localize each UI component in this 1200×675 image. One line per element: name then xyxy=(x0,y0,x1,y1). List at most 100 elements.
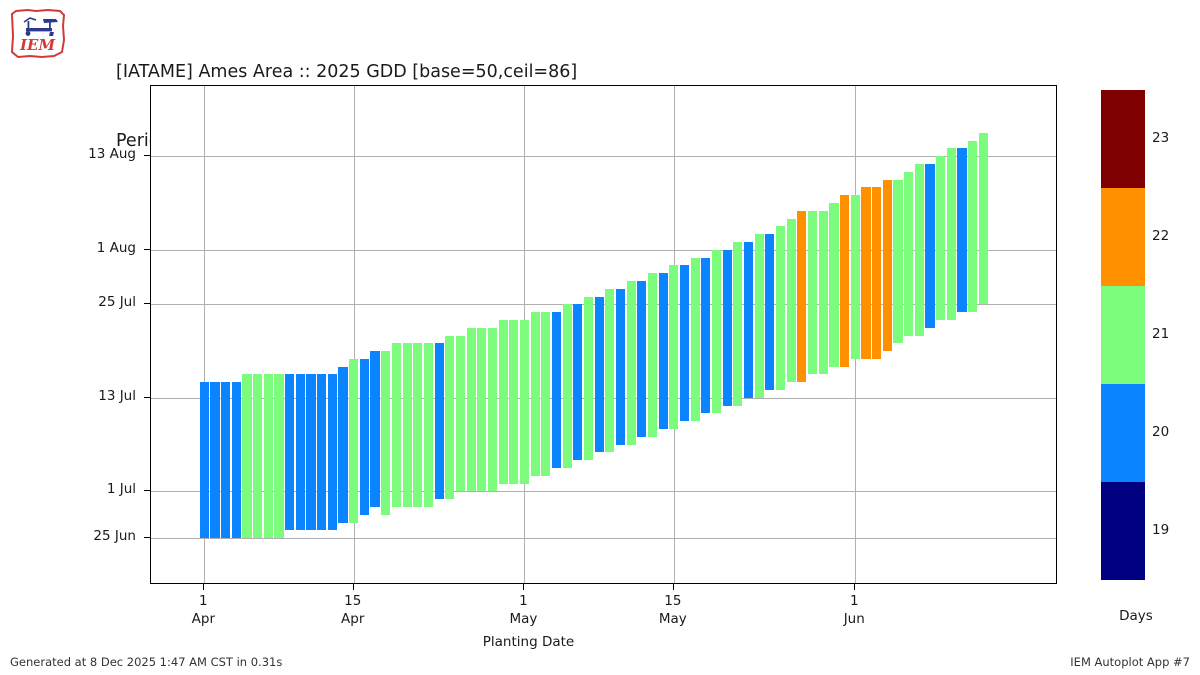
x-axis-tick-label: 1 Apr xyxy=(163,592,243,628)
bar xyxy=(968,140,978,313)
bar xyxy=(487,327,498,492)
x-axis-tick-mark xyxy=(523,584,525,590)
bar xyxy=(872,187,882,359)
bar xyxy=(893,179,903,344)
bar xyxy=(498,319,508,484)
bar xyxy=(701,257,711,414)
iem-iowa-logo-icon: IEM xyxy=(10,8,66,59)
bar xyxy=(850,195,860,359)
bar xyxy=(306,374,316,531)
x-axis-tick-mark xyxy=(854,584,856,590)
x-axis-tick-day: 1 xyxy=(519,593,528,609)
y-axis-tick-mark xyxy=(144,396,150,398)
y-axis-tick-label: 25 Jun xyxy=(93,528,136,545)
y-axis-tick-label: 13 Aug xyxy=(88,146,136,163)
bar xyxy=(957,148,967,313)
x-axis-tick-label: 15 May xyxy=(633,592,713,628)
bar xyxy=(402,343,412,508)
title-line-1: [IATAME] Ames Area :: 2025 GDD [base=50,… xyxy=(116,61,578,82)
bar xyxy=(466,327,476,492)
bar xyxy=(925,163,935,328)
y-axis-tick-label: 25 Jul xyxy=(98,294,136,311)
colorbar-title: Days xyxy=(1119,608,1153,624)
gridline-horizontal xyxy=(151,538,1056,540)
x-axis-tick-day: 15 xyxy=(664,593,682,609)
colorbar xyxy=(1101,90,1145,580)
x-axis-tick-label: 1 May xyxy=(483,592,563,628)
bar xyxy=(978,132,988,305)
bar xyxy=(338,366,348,523)
y-axis-tick-label: 1 Aug xyxy=(96,239,136,256)
bar xyxy=(573,304,583,461)
x-axis-tick-label: 1 Jun xyxy=(814,592,894,628)
x-axis-tick-day: 1 xyxy=(849,593,859,609)
x-axis-tick-day: 15 xyxy=(344,593,362,609)
x-axis-tick-month: Jun xyxy=(843,611,865,628)
y-axis-tick-mark xyxy=(144,490,150,492)
bar xyxy=(605,288,615,453)
bar xyxy=(583,296,594,461)
bar xyxy=(626,280,636,445)
bar xyxy=(797,210,807,383)
bar xyxy=(381,351,391,515)
bar xyxy=(413,343,423,508)
bar xyxy=(423,343,434,508)
x-axis-tick-month: May xyxy=(509,611,538,628)
bar xyxy=(551,312,562,469)
bar xyxy=(765,234,775,391)
x-axis-tick-month: Apr xyxy=(341,611,365,628)
bar xyxy=(914,163,924,336)
x-axis-tick-month: May xyxy=(658,611,687,628)
x-axis-tick-label: 15 Apr xyxy=(313,592,393,628)
bar xyxy=(829,202,839,367)
footer-generated-text: Generated at 8 Dec 2025 1:47 AM CST in 0… xyxy=(10,655,283,669)
x-axis-title: Planting Date xyxy=(482,634,575,650)
bar-series xyxy=(151,86,1056,583)
bar xyxy=(317,374,327,531)
bar xyxy=(679,265,690,422)
bar xyxy=(658,273,668,430)
bar xyxy=(807,210,818,375)
bar xyxy=(936,156,946,320)
bar xyxy=(562,304,572,469)
bar xyxy=(509,319,519,484)
colorbar-band xyxy=(1101,384,1145,482)
bar xyxy=(370,351,380,508)
plot-area xyxy=(150,85,1057,584)
colorbar-tick-label: 23 xyxy=(1152,130,1170,146)
bar xyxy=(253,374,263,539)
svg-text:IEM: IEM xyxy=(19,36,55,54)
bar xyxy=(882,179,892,352)
bar xyxy=(754,234,764,398)
x-axis-tick-mark xyxy=(672,584,674,590)
bar xyxy=(263,374,273,539)
bar xyxy=(690,257,700,422)
y-axis-tick-label: 1 Jul xyxy=(106,481,136,498)
bar xyxy=(434,343,444,500)
bar xyxy=(946,148,956,320)
x-axis-tick-mark xyxy=(352,584,354,590)
bar xyxy=(904,171,914,336)
iem-logo: IEM xyxy=(6,6,72,62)
bar xyxy=(839,195,850,367)
bar xyxy=(669,265,679,430)
colorbar-band xyxy=(1101,482,1145,580)
bar xyxy=(455,335,466,492)
colorbar-tick-label: 22 xyxy=(1152,228,1170,244)
bar xyxy=(519,319,530,484)
y-axis-tick-label: 13 Jul xyxy=(98,387,136,404)
bar xyxy=(530,312,540,476)
bar xyxy=(733,241,743,406)
bar xyxy=(274,374,284,539)
bar xyxy=(786,218,796,383)
x-axis-tick-mark xyxy=(203,584,205,590)
gridline-vertical xyxy=(353,86,355,583)
colorbar-band xyxy=(1101,90,1145,188)
x-axis-tick-month: Apr xyxy=(191,611,216,628)
gridline-horizontal xyxy=(151,249,1056,251)
bar xyxy=(594,296,604,453)
bar xyxy=(818,210,828,375)
colorbar-tick-label: 20 xyxy=(1152,424,1170,440)
bar xyxy=(477,327,487,492)
